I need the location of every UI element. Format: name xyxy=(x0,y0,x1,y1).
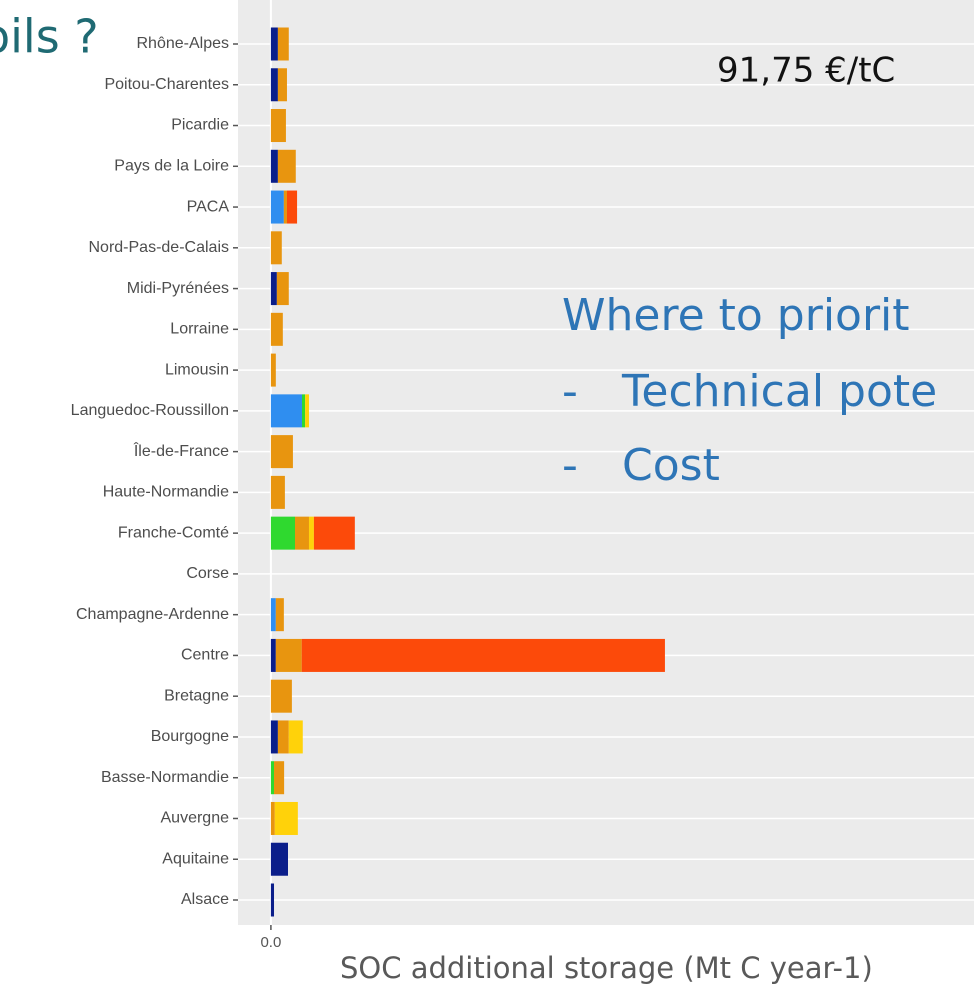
y-tick-label: Nord-Pas-de-Calais xyxy=(89,239,230,256)
bar-segment xyxy=(270,190,284,224)
bar-segment xyxy=(270,353,276,387)
y-tick-label: Poitou-Charentes xyxy=(104,76,229,93)
y-tick-label: Lorraine xyxy=(170,321,229,338)
bar-segment xyxy=(286,190,298,224)
y-tick-label: Bourgogne xyxy=(151,728,229,745)
bar-segment xyxy=(270,312,283,346)
bar-segment xyxy=(308,516,314,550)
bar-segment xyxy=(270,68,278,102)
bar-segment xyxy=(270,801,275,835)
bullet: - xyxy=(562,440,578,491)
x-axis-label: SOC additional storage (Mt C year-1) xyxy=(340,951,873,985)
bar-segment xyxy=(275,638,302,672)
bar-segment xyxy=(270,761,275,795)
bar-segment xyxy=(270,679,292,713)
bar-segment xyxy=(270,231,282,265)
bar-segment xyxy=(288,720,303,754)
bar-segment xyxy=(277,68,287,102)
y-tick-label: Île-de-France xyxy=(133,441,229,460)
y-tick-label: Alsace xyxy=(181,891,229,908)
bar-segment xyxy=(270,842,288,876)
y-tick-label: Corse xyxy=(186,565,229,582)
bar-segment xyxy=(301,394,306,428)
bar-segment xyxy=(283,190,287,224)
bar-segment xyxy=(305,394,309,428)
bar-segment xyxy=(276,272,289,306)
bar-segment xyxy=(270,720,278,754)
y-tick-label: Midi-Pyrénées xyxy=(127,280,229,297)
bullet-text: Cost xyxy=(622,440,720,491)
bar-segment xyxy=(313,516,355,550)
bar-segment xyxy=(277,27,289,61)
bar-segment xyxy=(294,516,309,550)
y-tick-label: Auvergne xyxy=(161,810,230,827)
bar-segment xyxy=(270,598,276,632)
y-tick-label: Aquitaine xyxy=(162,850,229,867)
y-tick-label: Champagne-Ardenne xyxy=(76,606,229,623)
bar-segment xyxy=(275,598,284,632)
bar-segment xyxy=(270,883,275,917)
y-tick-label: Pays de la Loire xyxy=(114,158,229,175)
bar-segment xyxy=(277,149,296,183)
bar-segment xyxy=(270,638,276,672)
bar-segment xyxy=(270,109,286,143)
x-tick-label: 0.0 xyxy=(260,934,281,951)
bullet: - xyxy=(562,366,578,417)
bar-segment xyxy=(270,475,285,509)
bullet-text: Technical pote xyxy=(621,366,937,417)
y-tick-label: Centre xyxy=(181,647,229,664)
y-tick-label: Franche-Comté xyxy=(118,524,229,541)
y-tick-label: Limousin xyxy=(165,361,229,378)
y-tick-label: PACA xyxy=(187,198,230,215)
bar-segment xyxy=(301,638,665,672)
plot-background xyxy=(238,0,974,925)
y-tick-label: Bretagne xyxy=(164,687,229,704)
bar-segment xyxy=(270,27,278,61)
y-tick-label: Picardie xyxy=(171,117,229,134)
y-tick-label: Basse-Normandie xyxy=(101,769,229,786)
bar-segment xyxy=(270,516,295,550)
bar-segment xyxy=(274,761,285,795)
y-tick-label: Rhône-Alpes xyxy=(137,35,230,52)
bar-segment xyxy=(270,435,293,469)
bar-segment xyxy=(274,801,298,835)
bar-segment xyxy=(277,720,289,754)
y-tick-label: Languedoc-Roussillon xyxy=(71,402,229,419)
bar-segment xyxy=(270,272,277,306)
slide-title: oils ? xyxy=(0,10,99,64)
bar-segment xyxy=(270,394,302,428)
heading: Where to priorit xyxy=(562,290,910,341)
bar-segment xyxy=(270,149,278,183)
y-tick-label: Haute-Normandie xyxy=(103,484,229,501)
price-label: 91,75 €/tC xyxy=(717,51,895,91)
